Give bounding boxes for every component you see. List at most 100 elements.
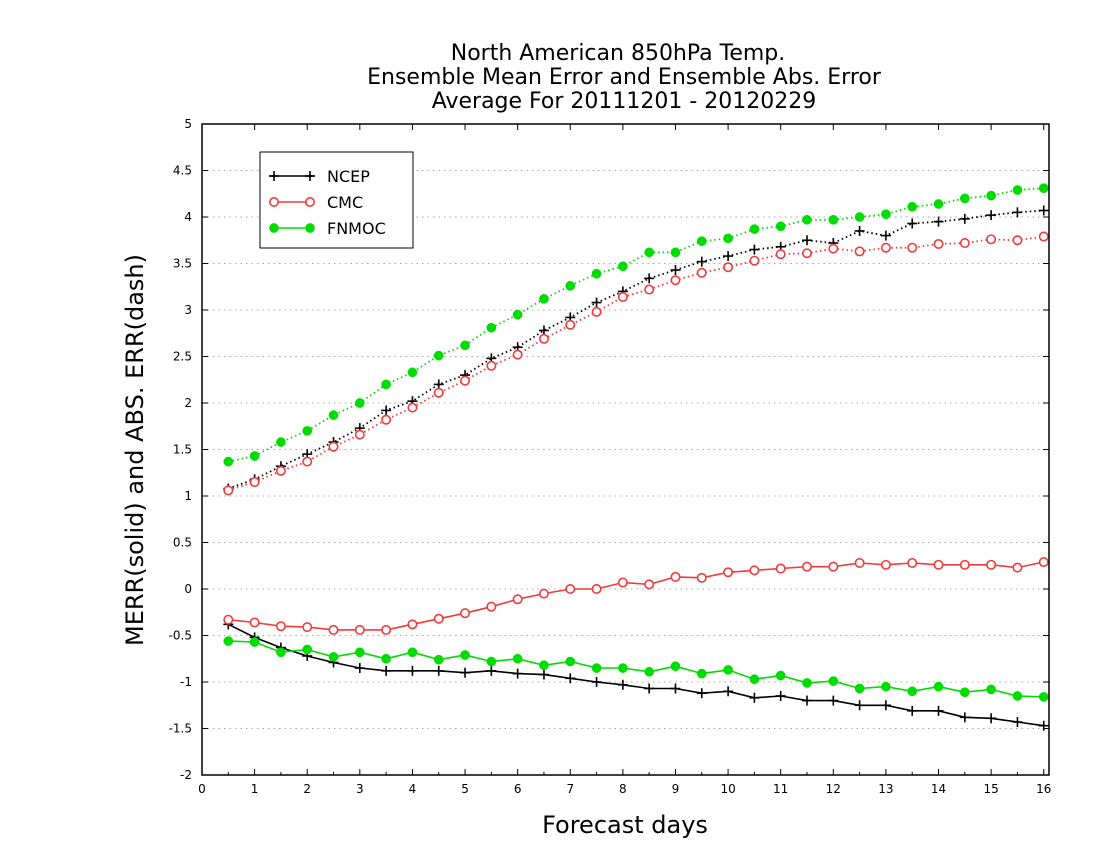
data-point bbox=[723, 686, 734, 697]
legend-label: NCEP bbox=[327, 167, 370, 186]
data-point bbox=[486, 601, 497, 612]
data-point bbox=[539, 660, 549, 671]
data-point bbox=[223, 614, 234, 625]
data-point bbox=[696, 668, 707, 679]
data-point bbox=[302, 456, 313, 467]
x-tick-label: 13 bbox=[878, 782, 893, 796]
data-point bbox=[1038, 231, 1049, 242]
y-tick-label: 2.5 bbox=[173, 350, 192, 364]
data-point bbox=[460, 667, 471, 678]
x-tick-label: 8 bbox=[619, 782, 627, 796]
data-point bbox=[959, 238, 970, 249]
data-point bbox=[696, 267, 707, 278]
data-point bbox=[986, 190, 996, 201]
data-point bbox=[670, 265, 681, 276]
x-tick-label: 7 bbox=[566, 782, 574, 796]
data-point bbox=[354, 647, 365, 658]
data-point bbox=[986, 713, 997, 724]
data-point bbox=[591, 306, 602, 317]
series-fnmoc-mean bbox=[223, 636, 1049, 702]
data-point bbox=[249, 637, 260, 647]
data-point bbox=[381, 665, 392, 676]
data-point bbox=[433, 665, 444, 676]
data-point bbox=[302, 644, 313, 655]
data-point bbox=[617, 577, 628, 588]
legend-label: FNMOC bbox=[327, 219, 386, 238]
data-point bbox=[696, 256, 707, 267]
y-tick-label: 1.5 bbox=[173, 443, 192, 457]
data-point bbox=[775, 221, 786, 232]
data-point bbox=[959, 193, 970, 204]
data-point bbox=[670, 683, 681, 694]
data-point bbox=[1012, 207, 1023, 218]
data-point bbox=[802, 695, 812, 706]
legend-marker bbox=[269, 223, 279, 233]
data-point bbox=[617, 291, 628, 302]
data-point bbox=[460, 340, 470, 351]
data-point bbox=[986, 559, 997, 570]
data-point bbox=[538, 333, 549, 344]
data-point bbox=[1038, 557, 1049, 568]
data-point bbox=[880, 559, 891, 570]
data-point bbox=[407, 367, 418, 378]
data-point bbox=[328, 410, 339, 420]
y-tick-label: -2 bbox=[180, 768, 192, 782]
data-point bbox=[538, 669, 549, 680]
data-point bbox=[1038, 720, 1049, 731]
data-point bbox=[618, 663, 628, 673]
data-point bbox=[275, 621, 286, 632]
data-point bbox=[381, 624, 392, 635]
data-point bbox=[696, 688, 707, 699]
data-point bbox=[959, 687, 970, 698]
data-point bbox=[696, 572, 707, 583]
series-ncep-abs bbox=[223, 205, 1049, 494]
data-point bbox=[328, 652, 339, 662]
y-tick-label: 0.5 bbox=[173, 536, 192, 550]
data-point bbox=[828, 695, 839, 706]
data-point bbox=[749, 674, 760, 685]
data-point bbox=[512, 653, 523, 664]
data-point bbox=[933, 238, 944, 249]
data-point bbox=[433, 654, 444, 665]
data-point bbox=[407, 665, 418, 676]
legend-marker bbox=[268, 197, 279, 208]
data-point bbox=[1012, 716, 1023, 727]
data-point bbox=[854, 225, 865, 236]
series-line-cmc-mean bbox=[228, 561, 1044, 631]
data-point bbox=[880, 700, 891, 711]
x-tick-label: 10 bbox=[720, 782, 735, 796]
data-point bbox=[617, 679, 628, 690]
data-point bbox=[828, 676, 839, 686]
x-tick-label: 5 bbox=[461, 782, 469, 796]
data-point bbox=[723, 262, 734, 273]
data-point bbox=[223, 636, 234, 646]
series-ncep-mean bbox=[223, 619, 1049, 731]
series-layer bbox=[223, 183, 1049, 731]
data-point bbox=[486, 656, 497, 667]
data-point bbox=[1038, 692, 1049, 702]
data-point bbox=[512, 349, 523, 360]
data-point bbox=[538, 325, 549, 336]
data-point bbox=[354, 398, 365, 408]
data-point bbox=[249, 451, 260, 461]
data-point bbox=[749, 255, 760, 266]
data-point bbox=[907, 686, 918, 697]
series-line-cmc-abs bbox=[228, 235, 1044, 492]
data-point bbox=[880, 230, 891, 241]
data-point bbox=[644, 247, 655, 258]
y-axis-label: MERR(solid) and ABS. ERR(dash) bbox=[121, 254, 149, 646]
data-point bbox=[644, 666, 655, 677]
y-tick-label: 5 bbox=[184, 117, 192, 131]
data-point bbox=[223, 485, 234, 496]
legend-item-fnmoc: FNMOC bbox=[269, 219, 386, 238]
data-point bbox=[354, 624, 365, 635]
x-tick-label: 4 bbox=[409, 782, 417, 796]
legend-item-ncep: NCEP bbox=[269, 167, 370, 186]
series-line-ncep-abs bbox=[227, 209, 1044, 490]
data-point bbox=[1012, 562, 1023, 573]
data-point bbox=[276, 647, 286, 658]
data-point bbox=[801, 561, 812, 572]
data-point bbox=[880, 242, 891, 253]
data-point bbox=[644, 284, 655, 295]
data-point bbox=[907, 201, 918, 212]
